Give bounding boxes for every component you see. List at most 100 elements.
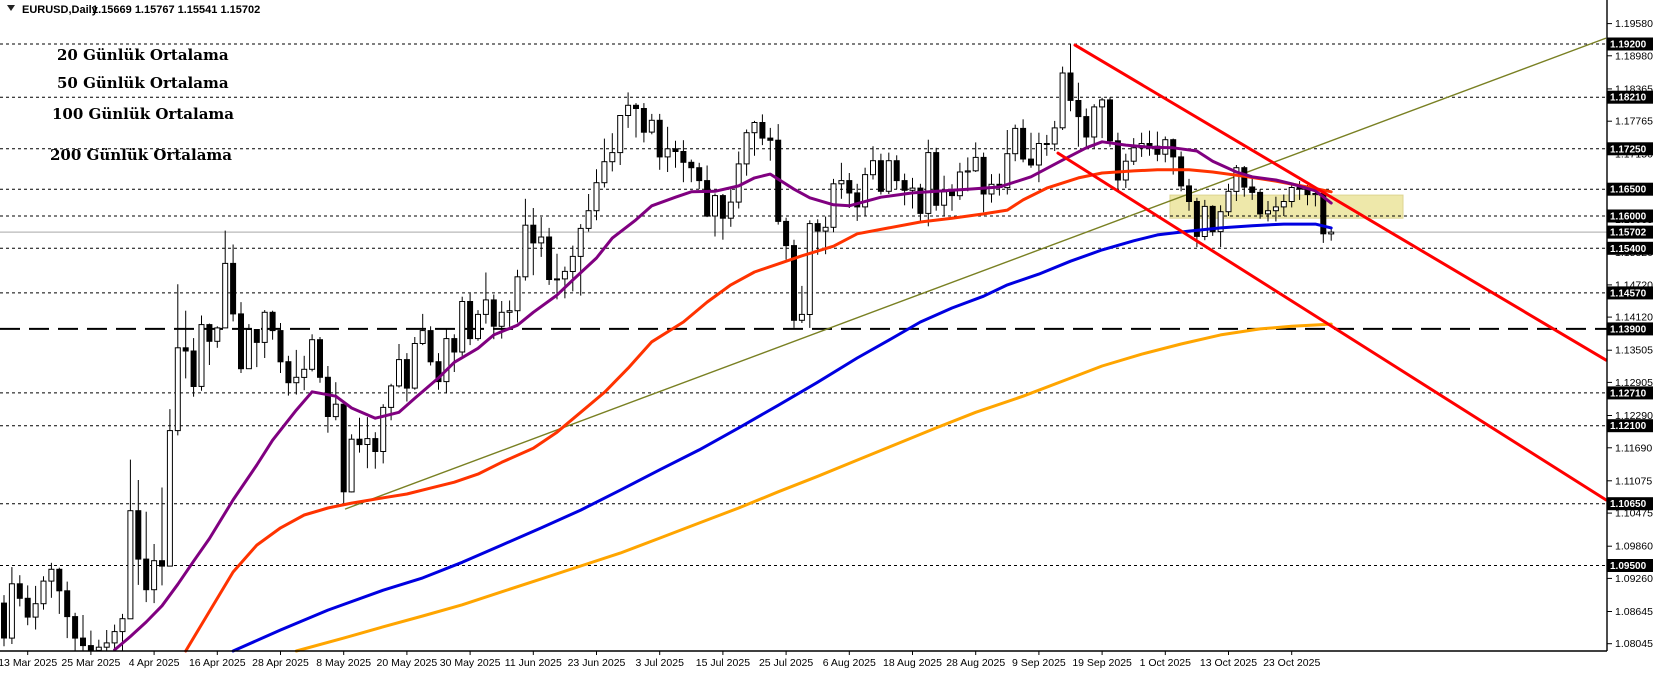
price-level-badge-label: 1.19200	[1610, 40, 1647, 51]
candle	[538, 236, 545, 244]
price-level-badge-label: 1.12100	[1610, 421, 1647, 432]
candle	[838, 180, 845, 185]
candle	[388, 385, 395, 408]
time-axis[interactable]: 13 Mar 2025 25 Mar 2025 4 Apr 2025 16 Apr 2…	[0, 651, 1320, 669]
candle	[8, 583, 15, 639]
candle	[332, 403, 339, 418]
candle	[214, 327, 221, 342]
time-tick-label: 16 Apr 2025	[189, 657, 246, 669]
candle	[885, 160, 892, 192]
candle	[1114, 140, 1121, 181]
candle	[506, 310, 513, 313]
price-level-badge-label: 1.17250	[1610, 144, 1647, 155]
candle	[40, 580, 47, 605]
time-tick-label: 8 May 2025	[316, 657, 371, 669]
price-level-badge	[1607, 322, 1653, 336]
candle	[822, 226, 829, 232]
candle	[467, 301, 474, 340]
candle	[143, 558, 150, 591]
candle	[419, 330, 426, 345]
candle	[893, 160, 900, 182]
time-tick-label: 25 Jul 2025	[759, 657, 813, 669]
candle	[498, 311, 505, 327]
price-level-lines	[0, 43, 1607, 566]
candle	[980, 156, 987, 195]
candle	[301, 368, 308, 378]
candle	[103, 642, 110, 648]
price-tick-label: 1.11690	[1615, 442, 1652, 454]
candle	[522, 224, 529, 278]
candle	[972, 156, 979, 172]
candle	[1067, 72, 1074, 101]
candle	[1059, 72, 1066, 129]
candle	[696, 167, 703, 182]
price-level-badge-label: 1.12710	[1610, 388, 1647, 399]
candle	[1201, 205, 1208, 237]
candle	[956, 171, 963, 197]
price-level-badge-label: 1.16500	[1610, 185, 1647, 196]
candle	[656, 119, 663, 158]
candle	[293, 376, 300, 384]
candle	[680, 151, 687, 163]
candle	[672, 148, 679, 153]
ma100-line[interactable]	[231, 222, 1333, 653]
time-tick-label: 30 May 2025	[440, 657, 501, 669]
candle	[324, 376, 331, 417]
price-tick-label: 1.14120	[1615, 312, 1653, 324]
candle	[791, 245, 797, 321]
ma50-line[interactable]	[184, 168, 1333, 653]
candle	[317, 339, 323, 378]
time-tick-label: 28 Apr 2025	[252, 657, 309, 669]
candle	[514, 276, 521, 312]
candle	[783, 220, 790, 247]
price-tick-label: 1.12290	[1615, 410, 1653, 422]
price-axis[interactable]: 1.195801.189801.183651.177651.171501.165…	[1607, 18, 1653, 650]
candle	[648, 119, 655, 133]
candle	[577, 227, 584, 257]
candle	[111, 631, 118, 644]
time-tick-label: 1 Oct 2025	[1140, 657, 1192, 669]
price-level-badge	[1607, 286, 1653, 300]
candle	[1075, 100, 1082, 118]
candle	[585, 210, 592, 229]
price-level-badge	[1607, 209, 1653, 223]
time-tick-label: 25 Mar 2025	[61, 657, 120, 669]
price-level-badge	[1607, 241, 1653, 255]
price-level-badge-label: 1.10650	[1610, 499, 1647, 510]
candle	[925, 152, 932, 214]
time-tick-label: 6 Aug 2025	[823, 657, 876, 669]
candle	[1225, 190, 1232, 213]
candle	[24, 597, 31, 618]
candle	[767, 137, 774, 141]
candle	[1186, 185, 1192, 202]
downtrend-line-1[interactable]	[1073, 43, 1608, 362]
candle	[427, 330, 434, 363]
ma200-line[interactable]	[294, 322, 1333, 653]
candle	[664, 148, 671, 158]
candle	[269, 311, 276, 332]
price-tick-label: 1.17765	[1615, 116, 1653, 128]
candle	[917, 187, 924, 214]
candle	[1209, 205, 1216, 233]
price-level-badge	[1607, 419, 1653, 433]
candle	[32, 603, 39, 618]
candle	[949, 191, 955, 197]
candle	[206, 324, 213, 342]
price-tick-label: 1.11075	[1615, 475, 1652, 487]
candle	[48, 568, 55, 582]
candle	[814, 223, 821, 232]
price-level-badge	[1607, 142, 1653, 156]
candle	[862, 174, 869, 208]
candle	[135, 510, 142, 560]
price-tick-label: 1.08045	[1615, 638, 1653, 650]
candle	[593, 182, 600, 212]
candle	[870, 160, 876, 176]
candle	[443, 338, 450, 383]
uptrend-line[interactable]	[344, 37, 1607, 510]
ma20-line[interactable]	[113, 140, 1333, 652]
downtrend-line-2[interactable]	[1056, 151, 1608, 502]
price-level-badge-label: 1.16000	[1610, 212, 1647, 223]
candle	[403, 359, 410, 389]
